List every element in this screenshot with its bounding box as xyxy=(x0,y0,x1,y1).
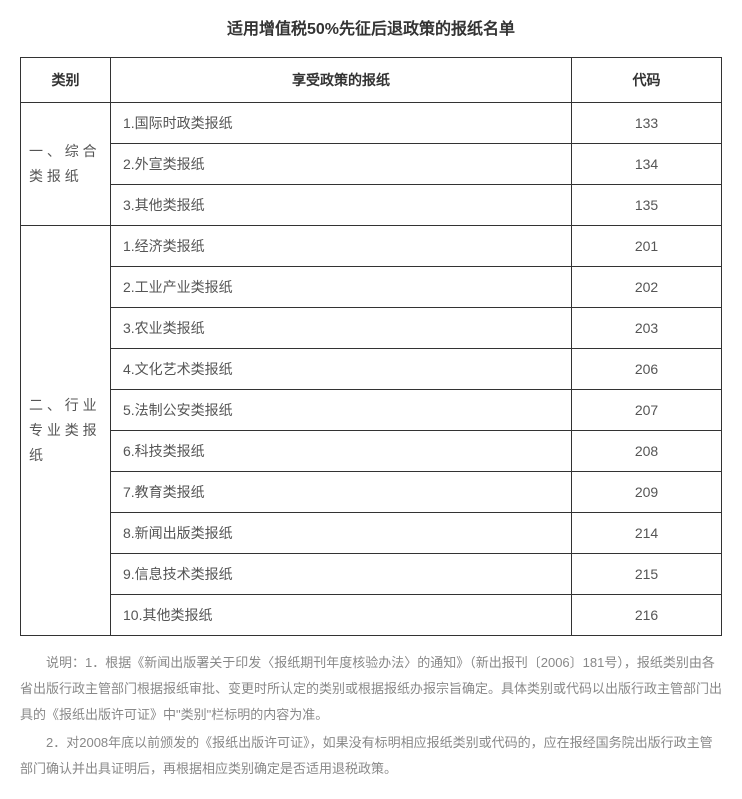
code-cell: 215 xyxy=(572,554,722,595)
name-cell: 3.农业类报纸 xyxy=(111,308,572,349)
header-code: 代码 xyxy=(572,58,722,103)
name-cell: 8.新闻出版类报纸 xyxy=(111,513,572,554)
table-row: 3.其他类报纸135 xyxy=(21,185,722,226)
table-row: 10.其他类报纸216 xyxy=(21,595,722,636)
name-cell: 2.工业产业类报纸 xyxy=(111,267,572,308)
name-cell: 9.信息技术类报纸 xyxy=(111,554,572,595)
code-cell: 208 xyxy=(572,431,722,472)
name-cell: 10.其他类报纸 xyxy=(111,595,572,636)
code-cell: 202 xyxy=(572,267,722,308)
table-row: 2.外宣类报纸134 xyxy=(21,144,722,185)
table-body: 一 、 综 合 类 报 纸1.国际时政类报纸1332.外宣类报纸1343.其他类… xyxy=(21,103,722,636)
code-cell: 203 xyxy=(572,308,722,349)
code-cell: 201 xyxy=(572,226,722,267)
notes-section: 说明：1．根据《新闻出版署关于印发〈报纸期刊年度核验办法〉的通知》（新出报刊〔2… xyxy=(20,650,722,782)
table-row: 7.教育类报纸209 xyxy=(21,472,722,513)
note-paragraph: 2．对2008年底以前颁发的《报纸出版许可证》，如果没有标明相应报纸类别或代码的… xyxy=(20,730,722,782)
code-cell: 135 xyxy=(572,185,722,226)
table-row: 5.法制公安类报纸207 xyxy=(21,390,722,431)
code-cell: 134 xyxy=(572,144,722,185)
code-cell: 207 xyxy=(572,390,722,431)
page-title: 适用增值税50%先征后退政策的报纸名单 xyxy=(20,15,722,39)
category-cell: 一 、 综 合 类 报 纸 xyxy=(21,103,111,226)
name-cell: 1.经济类报纸 xyxy=(111,226,572,267)
category-cell: 二 、 行 业 专 业 类 报 纸 xyxy=(21,226,111,636)
table-row: 3.农业类报纸203 xyxy=(21,308,722,349)
code-cell: 216 xyxy=(572,595,722,636)
name-cell: 4.文化艺术类报纸 xyxy=(111,349,572,390)
newspaper-table: 类别 享受政策的报纸 代码 一 、 综 合 类 报 纸1.国际时政类报纸1332… xyxy=(20,57,722,636)
code-cell: 133 xyxy=(572,103,722,144)
table-row: 二 、 行 业 专 业 类 报 纸1.经济类报纸201 xyxy=(21,226,722,267)
table-row: 4.文化艺术类报纸206 xyxy=(21,349,722,390)
code-cell: 214 xyxy=(572,513,722,554)
name-cell: 1.国际时政类报纸 xyxy=(111,103,572,144)
table-header-row: 类别 享受政策的报纸 代码 xyxy=(21,58,722,103)
code-cell: 206 xyxy=(572,349,722,390)
header-name: 享受政策的报纸 xyxy=(111,58,572,103)
name-cell: 7.教育类报纸 xyxy=(111,472,572,513)
name-cell: 6.科技类报纸 xyxy=(111,431,572,472)
note-paragraph: 说明：1．根据《新闻出版署关于印发〈报纸期刊年度核验办法〉的通知》（新出报刊〔2… xyxy=(20,650,722,728)
code-cell: 209 xyxy=(572,472,722,513)
table-row: 9.信息技术类报纸215 xyxy=(21,554,722,595)
table-row: 6.科技类报纸208 xyxy=(21,431,722,472)
name-cell: 5.法制公安类报纸 xyxy=(111,390,572,431)
name-cell: 2.外宣类报纸 xyxy=(111,144,572,185)
table-row: 8.新闻出版类报纸214 xyxy=(21,513,722,554)
header-category: 类别 xyxy=(21,58,111,103)
table-row: 2.工业产业类报纸202 xyxy=(21,267,722,308)
table-row: 一 、 综 合 类 报 纸1.国际时政类报纸133 xyxy=(21,103,722,144)
name-cell: 3.其他类报纸 xyxy=(111,185,572,226)
